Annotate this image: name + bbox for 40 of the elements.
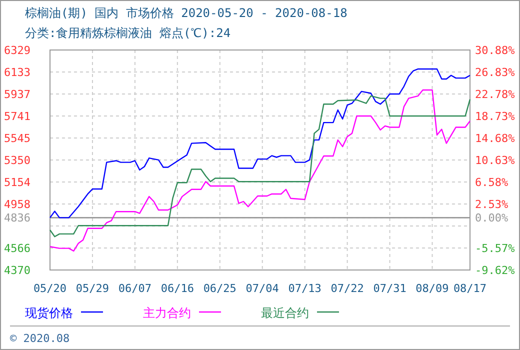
x-tick-label: 07/22: [330, 282, 364, 295]
y2-tick-label: 30.88%: [475, 44, 516, 57]
y-tick-label: 6133: [4, 66, 30, 80]
y-tick-label: 4370: [4, 264, 30, 277]
x-tick-label: 07/31: [373, 282, 406, 295]
y-tick-label: 4566: [4, 242, 30, 255]
x-tick-label: 08/17: [453, 282, 487, 295]
y2-tick-label: 22.78%: [475, 88, 516, 101]
legend-label: 主力合约: [143, 306, 191, 320]
legend-label: 最近合约: [261, 306, 309, 320]
x-tick-label: 08/09: [416, 282, 449, 295]
x-tick-label: 05/29: [76, 282, 110, 295]
y-tick-label: 4958: [4, 198, 30, 211]
x-tick-label: 06/07: [118, 282, 152, 295]
y-tick-label: 6329: [4, 44, 30, 57]
y-tick-label: 5545: [4, 132, 30, 146]
y2-tick-label: 2.53%: [475, 198, 508, 211]
y-tick-label: 5350: [4, 154, 30, 167]
x-tick-label: 05/20: [33, 282, 67, 295]
y2-tick-label: 14.68%: [475, 132, 516, 145]
x-tick-label: 06/25: [203, 282, 236, 295]
x-tick-label: 07/13: [288, 282, 322, 295]
y-tick-label: 5154: [4, 176, 31, 189]
chart-title: 棕榈油(期) 国内 市场价格 2020-05-20 - 2020-08-18: [25, 6, 348, 20]
y2-tick-label: 0.00%: [475, 212, 508, 225]
y2-tick-label: -5.57%: [475, 242, 516, 255]
legend-label: 现货价格: [25, 306, 73, 320]
y-tick-label: 5741: [4, 110, 30, 124]
text: © 2020.08: [10, 332, 70, 345]
y2-tick-label: 26.83%: [475, 66, 516, 79]
y-tick-label: 4836: [4, 212, 30, 225]
y2-tick-label: 18.73%: [475, 110, 516, 123]
chart-subtitle: 分类:食用精炼棕榈液油 熔点(℃):24: [25, 26, 231, 40]
x-tick-label: 07/04: [246, 282, 280, 295]
y-tick-label: 5937: [4, 88, 30, 102]
y2-tick-label: 6.58%: [475, 176, 508, 189]
x-tick-label: 06/16: [160, 282, 194, 295]
line-series: [49, 68, 471, 218]
y2-tick-label: 10.63%: [475, 154, 516, 167]
y2-tick-label: -9.62%: [475, 264, 516, 277]
